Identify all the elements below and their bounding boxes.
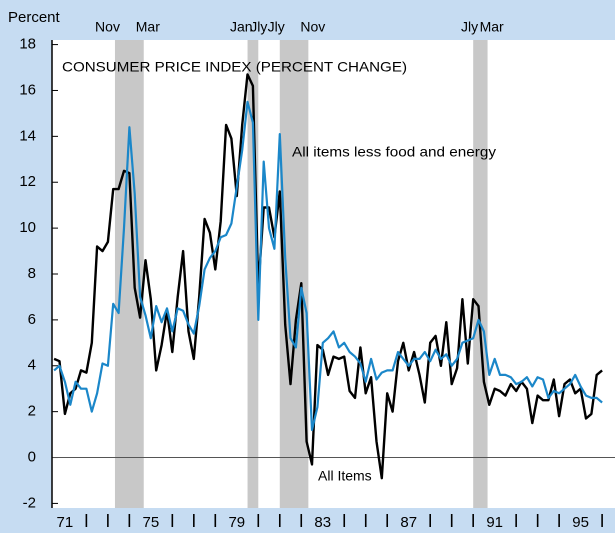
y-tick-label: 12 [19,173,36,190]
x-tick-label: 91 [486,514,503,531]
series-line [53,73,603,480]
recession-end-label: Jly [250,19,267,35]
recession-end-label: Mar [136,19,160,35]
recession-start-label: Nov [95,19,120,35]
recession-start-label: Jan [230,19,253,35]
plot-area [52,40,615,508]
recession-end-label: Mar [480,19,504,35]
y-tick-label: 16 [19,81,36,98]
y-tick-label: -2 [23,494,36,511]
y-tick-label: 18 [19,36,36,53]
y-tick-label: 2 [28,403,36,420]
recession-end-label: Nov [300,19,325,35]
y-tick-label: 8 [28,265,36,282]
x-tick-label: 79 [228,514,245,531]
series-line [53,100,603,432]
recession-band [247,40,259,508]
x-tick-label: 87 [400,514,417,531]
y-tick-label: 6 [28,311,36,328]
y-tick-label: 4 [28,357,36,374]
y-tick-label: 10 [19,219,36,236]
x-tick-label: 75 [143,514,160,531]
annotation: All items less food and energy [292,144,496,160]
recession-start-label: Jly [268,19,285,35]
y-tick-label: 14 [19,127,36,144]
recession-band [473,40,488,508]
y-axis-label: Percent [8,9,61,26]
x-tick-label: 95 [572,514,589,531]
annotation: All Items [318,468,372,484]
recession-start-label: Jly [461,19,478,35]
chart-title: CONSUMER PRICE INDEX (PERCENT CHANGE) [62,59,407,75]
x-tick-label: 83 [314,514,331,531]
y-tick-label: 0 [28,448,36,465]
x-tick-label: 71 [57,514,74,531]
recession-band [279,40,309,508]
